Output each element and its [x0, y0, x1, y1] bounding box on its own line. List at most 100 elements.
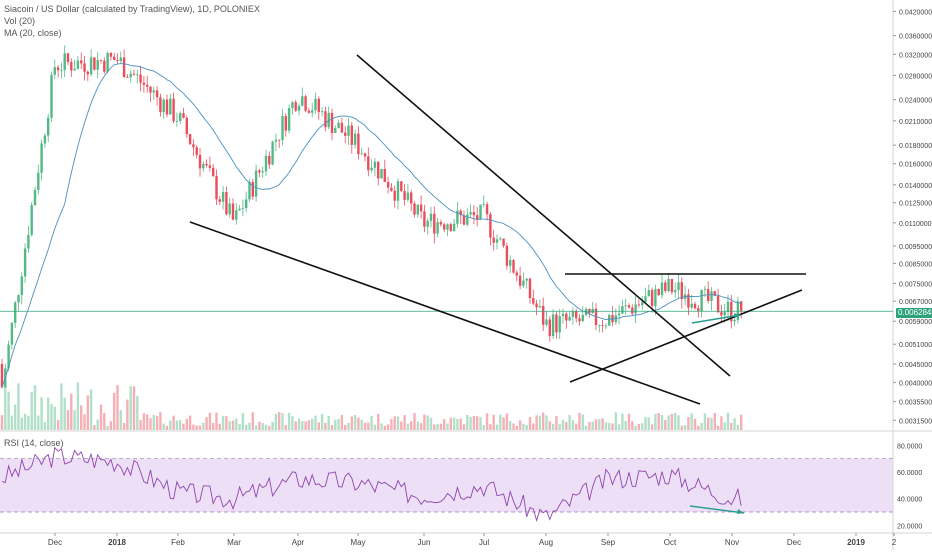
candle-body — [723, 311, 726, 316]
candle-body — [218, 199, 221, 202]
volume-bar — [334, 419, 337, 430]
candle-body — [96, 59, 99, 70]
volume-bar — [142, 413, 146, 430]
volume-bar — [17, 383, 20, 430]
volume-bar — [132, 386, 136, 430]
time-tick-label: Oct — [664, 538, 677, 547]
rsi-legend-box: RSI (14, close) — [4, 437, 64, 449]
candle-body — [575, 311, 578, 319]
volume-bar — [396, 416, 400, 430]
candle-body — [535, 303, 538, 308]
candle-body — [456, 210, 459, 224]
candle-body — [350, 125, 353, 145]
candle-body — [159, 97, 162, 113]
volume-bar — [588, 421, 591, 430]
volume-bar — [713, 412, 716, 430]
last-price-tag: 0.00628453 — [896, 308, 932, 318]
volume-bar — [301, 421, 304, 430]
volume-bar — [198, 425, 202, 430]
candle-body — [419, 204, 423, 212]
candle-body — [410, 192, 413, 204]
candle-body — [393, 190, 396, 201]
candle-body — [297, 105, 301, 111]
volume-bar — [228, 421, 231, 430]
candle-body — [499, 238, 502, 240]
volume-bar — [172, 415, 175, 430]
volume-bar — [446, 423, 449, 430]
time-tick-label: Feb — [171, 538, 185, 547]
time-tick-label: Jul — [479, 538, 489, 547]
volume-bar — [697, 425, 700, 430]
rsi-tick-label: 20.0000 — [897, 523, 922, 530]
volume-bar — [291, 416, 294, 430]
volume-bar — [631, 421, 634, 430]
volume-bar — [667, 415, 670, 430]
volume-bar — [386, 424, 390, 430]
candle-body — [281, 116, 284, 140]
candle-body — [367, 156, 370, 171]
candle-body — [472, 212, 476, 216]
candle-body — [426, 220, 429, 227]
candle-body — [76, 60, 80, 69]
candle-body — [740, 301, 743, 312]
candle-body — [545, 319, 548, 325]
candle-body — [337, 122, 340, 129]
candle-body — [136, 74, 139, 76]
candle-body — [439, 222, 443, 225]
volume-bar — [27, 415, 30, 430]
volume-bar — [581, 414, 584, 430]
volume-bar — [650, 424, 654, 430]
time-tick-label: Dec — [787, 538, 801, 547]
rsi-arrow-head — [737, 509, 744, 514]
volume-bar — [350, 416, 353, 430]
candle-body — [578, 318, 581, 322]
candle-body — [142, 82, 146, 85]
candle-body — [284, 116, 287, 131]
candle-body — [291, 102, 294, 109]
candle-body — [254, 170, 258, 197]
candle-body — [637, 304, 641, 306]
volume-bar — [693, 418, 697, 430]
volume-bar — [509, 421, 512, 430]
volume-bar — [261, 422, 264, 430]
volume-bar — [109, 421, 113, 430]
volume-bar — [304, 421, 307, 430]
time-tick-label: Aug — [539, 538, 553, 547]
candle-body — [40, 143, 43, 173]
candle-body — [495, 239, 499, 243]
candle-body — [106, 52, 109, 72]
candle-body — [660, 282, 664, 296]
candle-body — [416, 204, 419, 215]
candle-body — [489, 214, 492, 238]
candle-body — [433, 213, 436, 234]
time-tick-label: Jun — [418, 538, 431, 547]
volume-bar — [330, 425, 334, 430]
candle-body — [515, 272, 518, 276]
candle-body — [406, 192, 410, 200]
candle-body — [581, 314, 584, 322]
volume-bar — [403, 415, 406, 430]
candle-body — [228, 203, 231, 215]
volume-bar — [116, 385, 119, 430]
candle-body — [146, 84, 149, 87]
candle-body — [37, 172, 40, 190]
volume-bar — [466, 414, 469, 430]
candle-body — [542, 305, 545, 325]
ma-line — [1, 63, 742, 388]
candle-body — [185, 117, 188, 135]
candle-body — [532, 298, 535, 304]
candle-body — [710, 291, 713, 302]
candle-body — [469, 212, 472, 215]
candle-body — [634, 304, 637, 314]
volume-bar — [254, 425, 258, 430]
volume-bar — [499, 414, 502, 430]
volume-bar — [469, 416, 472, 430]
candle-body — [103, 60, 106, 72]
volume-bar — [357, 417, 360, 430]
candle-body — [601, 324, 604, 326]
